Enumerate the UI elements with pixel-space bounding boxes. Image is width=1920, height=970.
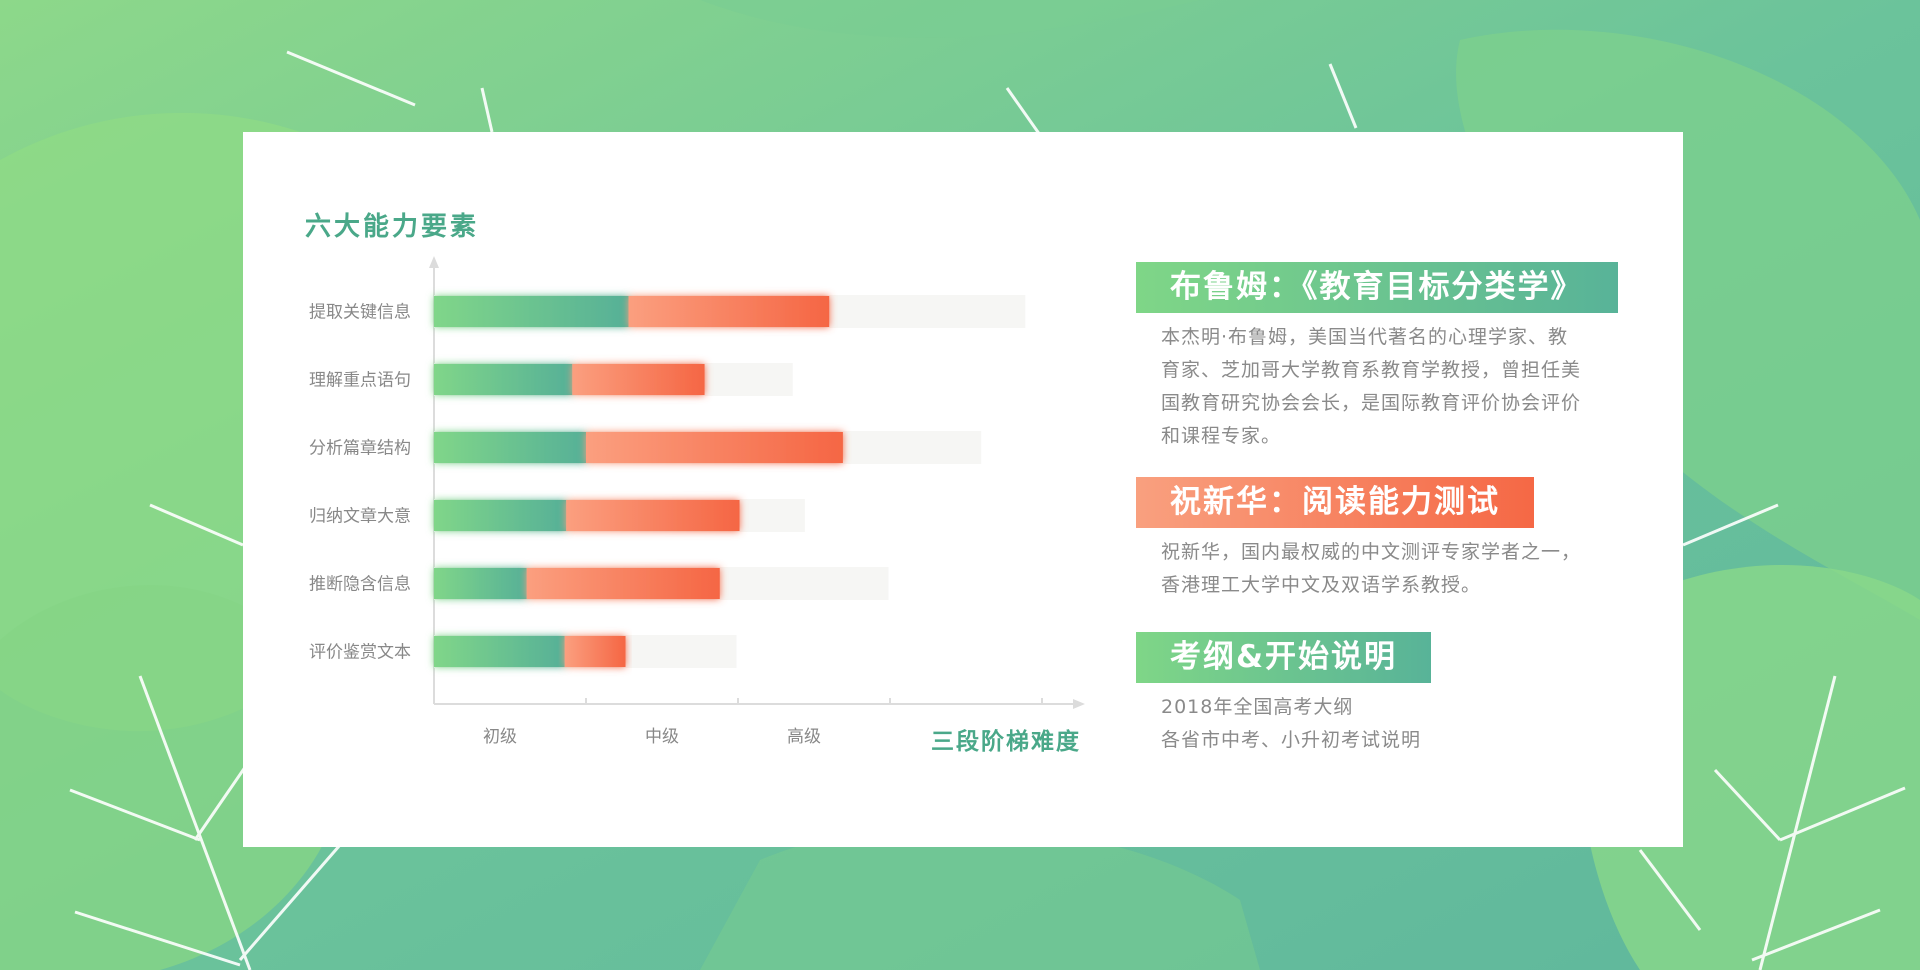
bar-orange [566,500,740,531]
body-line: 祝新华，国内最权威的中文测评专家学者之一， [1161,541,1582,563]
category-label: 评价鉴赏文本 [309,643,411,663]
section-body: 本杰明·布鲁姆，美国当代著名的心理学家、教 育家、芝加哥大学教育系教育学教授，曾担… [1136,313,1631,453]
x-tick-label: 初级 [483,727,517,747]
bar-green [434,500,567,531]
body-line: 本杰明·布鲁姆，美国当代著名的心理学家、教 [1161,326,1569,348]
category-label: 分析篇章结构 [309,439,411,459]
bar-green [434,568,527,599]
category-label: 推断隐含信息 [309,575,411,595]
section-bloom: 布鲁姆：《教育目标分类学》 本杰明·布鲁姆，美国当代著名的心理学家、教 育家、芝加… [1136,262,1631,453]
x-axis [434,699,1085,709]
tick-labels: 初级 中级 高级 [483,727,821,747]
category-label: 理解重点语句 [309,371,411,391]
body-line: 育家、芝加哥大学教育系教育学教授，曾担任美 [1161,359,1582,381]
x-tick-label: 中级 [645,727,679,747]
section-syllabus: 考纲&开始说明 2018年全国高考大纲各省市中考、小升初考试说明 [1136,632,1631,757]
bar-orange [628,296,830,327]
bar-green [434,432,586,463]
section-heading: 考纲&开始说明 [1136,632,1432,683]
bar-orange [564,636,626,667]
body-line: 香港理工大学中文及双语学系教授。 [1161,574,1482,596]
x-axis-title: 三段阶梯难度 [931,728,1081,755]
body-line: 2018年全国高考大纲 [1161,696,1354,718]
section-heading: 祝新华：阅读能力测试 [1136,477,1534,528]
x-axis-ticks [585,698,1043,704]
body-line: 国教育研究协会会长，是国际教育评价协会评价 [1161,392,1582,414]
section-body: 祝新华，国内最权威的中文测评专家学者之一， 香港理工大学中文及双语学系教授。 [1136,528,1631,602]
bar-orange [572,364,705,395]
section-heading: 布鲁姆：《教育目标分类学》 [1136,262,1618,313]
bar-orange [526,568,720,599]
y-axis [429,256,439,704]
section-zhu: 祝新华：阅读能力测试 祝新华，国内最权威的中文测评专家学者之一， 香港理工大学中文… [1136,477,1631,602]
section-body: 2018年全国高考大纲各省市中考、小升初考试说明 [1136,683,1631,757]
bar-series [434,295,1026,668]
body-line: 和课程专家。 [1161,425,1282,447]
body-line: 各省市中考、小升初考试说明 [1161,729,1422,751]
bar-green [434,364,573,395]
bar-green [434,296,629,327]
category-label: 归纳文章大意 [309,507,411,527]
bar-orange [586,432,843,463]
content-card: 六大能力要素 提取关键信息 理解重点语句 分析篇章结构 归纳文 [243,132,1683,847]
chart-title: 六大能力要素 [305,212,480,242]
bar-green [434,636,565,667]
category-label: 提取关键信息 [309,303,411,323]
x-tick-label: 高级 [787,727,821,747]
